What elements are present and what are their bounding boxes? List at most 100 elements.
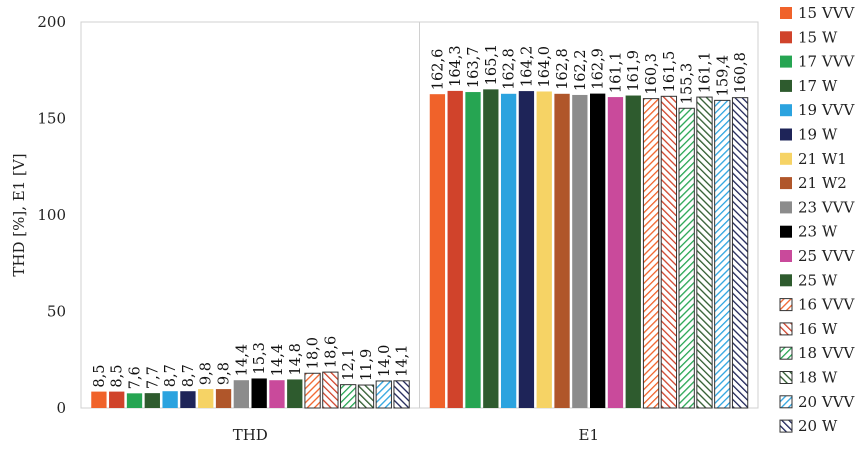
bar — [144, 393, 160, 408]
bar — [304, 372, 321, 409]
legend-swatch — [779, 346, 793, 360]
data-label: 7,6 — [128, 366, 144, 389]
legend-label: 17 W — [798, 77, 838, 95]
data-label: 14,8 — [288, 343, 304, 375]
bar — [447, 90, 463, 409]
legend-swatch — [780, 177, 792, 190]
legend-swatch — [780, 128, 792, 141]
bar — [696, 96, 713, 409]
y-axis: 0 50 100 150 200 — [37, 13, 66, 417]
legend-swatch — [780, 79, 792, 92]
bar — [714, 99, 731, 409]
legend-label: 18 W — [798, 369, 838, 387]
data-label: 8,7 — [163, 364, 179, 387]
data-label: 159,4 — [715, 55, 731, 97]
y-tick-label: 0 — [56, 399, 66, 417]
data-label: 7,7 — [145, 366, 161, 389]
legend-swatch — [779, 298, 793, 312]
plot-area — [80, 21, 759, 409]
data-label: 165,1 — [484, 44, 500, 86]
data-label: 11,9 — [359, 349, 375, 381]
data-label: 160,3 — [644, 53, 660, 95]
bar — [572, 94, 588, 408]
legend-swatch — [780, 104, 792, 117]
data-label: 15,3 — [252, 342, 268, 374]
data-label: 12,1 — [341, 348, 357, 380]
category-label: THD — [233, 426, 268, 444]
category-label: E1 — [579, 426, 600, 444]
data-label: 164,2 — [519, 46, 535, 88]
bar — [731, 97, 749, 409]
data-label: 14,4 — [270, 344, 286, 376]
legend-swatch — [779, 419, 793, 433]
bar — [109, 391, 125, 408]
data-label: 160,8 — [733, 52, 749, 94]
bar — [625, 95, 641, 408]
bar — [642, 98, 660, 409]
legend-swatch — [779, 371, 793, 384]
legend-label: 19 VVV — [798, 101, 856, 119]
legend-label: 20 W — [798, 417, 838, 435]
legend-label: 15 W — [798, 28, 838, 46]
data-label: 14,1 — [395, 344, 411, 376]
bar — [393, 380, 410, 409]
data-label: 18,6 — [323, 336, 339, 368]
y-tick-label: 50 — [47, 303, 66, 321]
bar — [91, 391, 107, 408]
legend-swatch — [780, 250, 792, 262]
legend-label: 20 VVV — [798, 393, 856, 411]
bar — [251, 378, 267, 408]
bar — [233, 380, 249, 408]
data-label: 155,3 — [680, 63, 696, 105]
legend-swatch — [780, 201, 792, 214]
bar — [287, 379, 303, 408]
bar — [126, 393, 143, 408]
bar — [180, 391, 196, 408]
data-label: 162,8 — [502, 48, 518, 90]
data-label: 162,8 — [555, 48, 571, 90]
legend: 15 VVV 15 W 17 VVV 17 W 19 VVV 19 W 21 W1 21 W2… — [779, 4, 856, 435]
legend-label: 16 W — [798, 320, 838, 338]
legend-swatch — [780, 7, 792, 19]
bar — [269, 380, 285, 408]
bar — [162, 391, 178, 408]
y-tick-label: 200 — [37, 13, 66, 31]
bar — [536, 91, 552, 408]
bar — [198, 389, 214, 408]
legend-label: 18 VVV — [798, 344, 856, 362]
data-label: 162,9 — [591, 48, 607, 90]
data-label: 9,8 — [217, 362, 233, 385]
bar — [215, 389, 232, 408]
legend-label: 25 W — [798, 271, 838, 289]
x-axis: THD E1 — [233, 426, 599, 444]
data-label: 164,3 — [448, 45, 464, 87]
bars — [91, 89, 749, 409]
bar — [340, 384, 357, 409]
y-tick-label: 150 — [37, 110, 66, 128]
bar — [590, 93, 606, 408]
data-label: 164,0 — [537, 46, 553, 88]
legend-label: 15 VVV — [798, 4, 856, 22]
bar — [375, 380, 392, 409]
data-label: 163,7 — [466, 47, 482, 89]
legend-swatch — [779, 395, 793, 409]
data-label: 162,6 — [430, 49, 446, 91]
legend-swatch — [779, 322, 793, 336]
y-axis-title: THD [%], E1 [V] — [10, 153, 28, 276]
legend-swatch — [780, 55, 792, 68]
legend-label: 25 VVV — [798, 247, 856, 265]
legend-swatch — [780, 152, 792, 165]
y-tick-label: 100 — [37, 206, 66, 224]
legend-label: 23 VVV — [798, 198, 856, 216]
bar — [465, 92, 481, 408]
data-label: 14,4 — [234, 344, 250, 376]
data-label: 161,5 — [662, 51, 678, 93]
bar — [429, 94, 446, 409]
data-label: 9,8 — [199, 362, 215, 385]
legend-label: 16 VVV — [798, 296, 856, 314]
legend-swatch — [780, 31, 792, 44]
legend-label: 17 VVV — [798, 53, 856, 71]
legend-label: 21 W2 — [798, 174, 847, 192]
legend-label: 19 W — [798, 126, 838, 144]
legend-swatch — [780, 225, 792, 238]
